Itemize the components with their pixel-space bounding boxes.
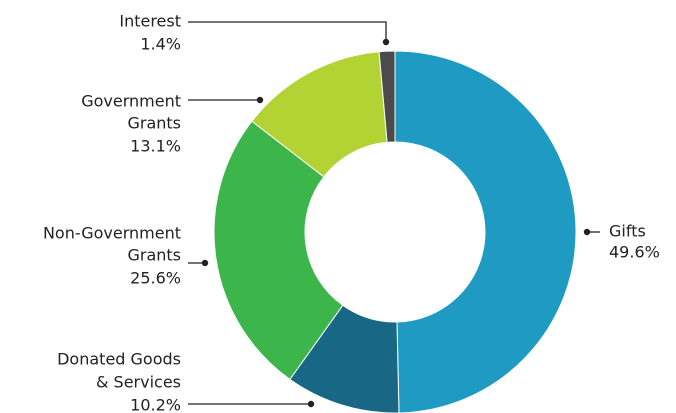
leader-dot-government-grants	[256, 96, 264, 104]
category-label-non-government-grants-line-2: Grants	[127, 246, 181, 265]
category-label-donated-goods-and-services-line-1: Donated Goods	[57, 350, 181, 369]
leader-dot-non-government-grants	[201, 259, 209, 267]
leader-dot-donated-goods-and-services	[307, 400, 315, 408]
category-label-government-grants-line-2: Grants	[127, 114, 181, 133]
slice-gifts	[394, 50, 577, 413]
leader-dot-interest	[382, 38, 390, 46]
callout-labels: Gifts 49.6% Donated Goods & Services 10.2% No…	[43, 12, 660, 413]
donut-slices	[213, 50, 577, 413]
category-label-non-government-grants-line-1: Non-Government	[43, 224, 181, 243]
leader-line-interest	[188, 21, 387, 42]
slice-interest	[378, 50, 396, 143]
category-label-interest-line-1: Interest	[119, 12, 181, 31]
value-label-gifts: 49.6%	[609, 243, 660, 262]
leader-dot-gifts	[583, 228, 591, 236]
category-label-gifts-line-1: Gifts	[609, 222, 646, 241]
category-label-donated-goods-and-services-line-2: & Services	[96, 373, 181, 392]
slice-non-government-grants	[213, 120, 344, 381]
value-label-interest: 1.4%	[140, 35, 181, 54]
value-label-donated-goods-and-services: 10.2%	[130, 396, 181, 413]
category-label-government-grants-line-1: Government	[81, 92, 181, 111]
value-label-government-grants: 13.1%	[130, 137, 181, 156]
value-label-non-government-grants: 25.6%	[130, 269, 181, 288]
